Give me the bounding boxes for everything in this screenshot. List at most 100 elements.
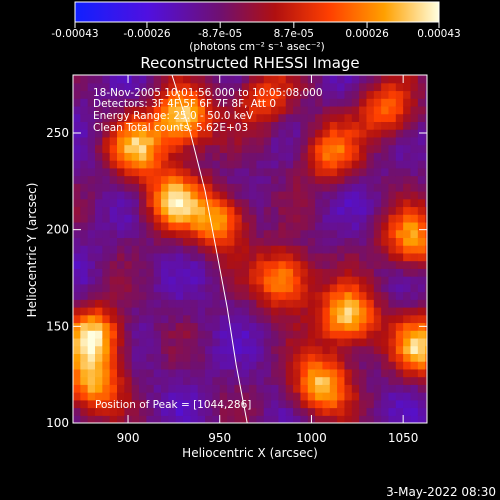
heatmap-cell xyxy=(153,314,162,324)
heatmap-cell xyxy=(359,361,368,370)
heatmap-cell xyxy=(153,368,162,378)
heatmap-cell xyxy=(241,376,250,385)
heatmap-cell xyxy=(410,144,419,153)
heatmap-cell xyxy=(425,206,427,215)
heatmap-cell xyxy=(205,129,213,138)
heatmap-cell xyxy=(410,399,419,409)
heatmap-cell xyxy=(315,129,324,138)
heatmap-cell xyxy=(410,167,419,177)
heatmap-cell xyxy=(175,276,184,285)
heatmap-cell xyxy=(131,368,140,378)
heatmap-cell xyxy=(249,322,258,331)
heatmap-cell xyxy=(263,245,272,254)
heatmap-cell xyxy=(351,136,360,146)
heatmap-cell xyxy=(410,283,419,293)
heatmap-cell xyxy=(95,144,103,153)
heatmap-cell xyxy=(249,276,258,285)
heatmap-cell xyxy=(205,415,213,423)
heatmap-cell xyxy=(366,399,375,409)
heatmap-cell xyxy=(168,322,177,331)
heatmap-cell xyxy=(117,330,125,339)
heatmap-cell xyxy=(300,90,309,99)
heatmap-cell xyxy=(263,361,272,370)
heatmap-cell xyxy=(190,307,199,316)
heatmap-cell xyxy=(73,152,81,161)
heatmap-cell xyxy=(153,183,162,192)
heatmap-cell xyxy=(168,368,177,378)
heatmap-cell xyxy=(205,221,213,231)
heatmap-cell xyxy=(146,214,155,223)
heatmap-cell xyxy=(256,121,265,130)
heatmap-cell xyxy=(219,237,228,246)
heatmap-cell xyxy=(197,345,206,354)
heatmap-cell xyxy=(102,229,111,238)
heatmap-cell xyxy=(109,407,118,416)
heatmap-cell xyxy=(205,392,213,401)
heatmap-cell xyxy=(395,191,404,200)
heatmap-cell xyxy=(271,368,280,378)
heatmap-cell xyxy=(344,291,353,300)
heatmap-cell xyxy=(359,407,368,416)
heatmap-cell xyxy=(234,98,243,107)
heatmap-cell xyxy=(241,368,250,378)
heatmap-cell xyxy=(315,399,324,409)
heatmap-cell xyxy=(205,167,213,177)
heatmap-cell xyxy=(109,160,118,169)
heatmap-cell xyxy=(395,229,404,238)
heatmap-cell xyxy=(95,307,103,316)
heatmap-cell xyxy=(403,368,412,378)
heatmap-cell xyxy=(234,136,243,146)
heatmap-cell xyxy=(388,136,397,146)
heatmap-cell xyxy=(117,113,125,122)
heatmap-cell xyxy=(124,221,133,231)
heatmap-cell xyxy=(388,392,397,401)
heatmap-cell xyxy=(366,314,375,324)
heatmap-cell xyxy=(109,221,118,231)
heatmap-cell xyxy=(256,322,265,331)
heatmap-cell xyxy=(124,191,133,200)
heatmap-cell xyxy=(227,337,236,347)
heatmap-cell xyxy=(190,160,199,169)
heatmap-cell xyxy=(168,237,177,246)
heatmap-cell xyxy=(351,291,360,300)
heatmap-cell xyxy=(285,198,294,208)
heatmap-cell xyxy=(315,237,324,246)
heatmap-cell xyxy=(95,376,103,385)
heatmap-cell xyxy=(95,291,103,300)
heatmap-cell xyxy=(285,330,294,339)
heatmap-cell xyxy=(307,361,316,370)
heatmap-cell xyxy=(381,75,390,84)
heatmap-cell xyxy=(344,229,353,238)
heatmap-cell xyxy=(175,82,184,92)
heatmap-cell xyxy=(131,407,140,416)
heatmap-cell xyxy=(234,337,243,347)
heatmap-cell xyxy=(227,276,236,285)
heatmap-cell xyxy=(227,75,236,84)
heatmap-cell xyxy=(168,345,177,354)
heatmap-cell xyxy=(359,276,368,285)
heatmap-cell xyxy=(73,392,81,401)
x-tick-label: 950 xyxy=(208,431,231,445)
heatmap-cell xyxy=(373,353,382,362)
heatmap-cell xyxy=(153,337,162,347)
heatmap-cell xyxy=(161,337,169,347)
heatmap-cell xyxy=(315,353,324,362)
heatmap-cell xyxy=(337,376,346,385)
heatmap-cell xyxy=(410,206,419,215)
heatmap-cell xyxy=(80,167,89,177)
heatmap-cell xyxy=(403,82,412,92)
heatmap-cell xyxy=(425,237,427,246)
heatmap-cell xyxy=(373,299,382,308)
heatmap-cell xyxy=(381,337,390,347)
heatmap-cell xyxy=(366,415,375,423)
heatmap-cell xyxy=(249,82,258,92)
heatmap-cell xyxy=(315,144,324,153)
heatmap-cell xyxy=(183,384,191,393)
heatmap-cell xyxy=(403,299,412,308)
heatmap-cell xyxy=(359,206,368,215)
heatmap-cell xyxy=(381,322,390,331)
heatmap-cell xyxy=(373,98,382,107)
heatmap-cell xyxy=(205,229,213,238)
heatmap-cell xyxy=(227,345,236,354)
heatmap-cell xyxy=(87,105,96,115)
